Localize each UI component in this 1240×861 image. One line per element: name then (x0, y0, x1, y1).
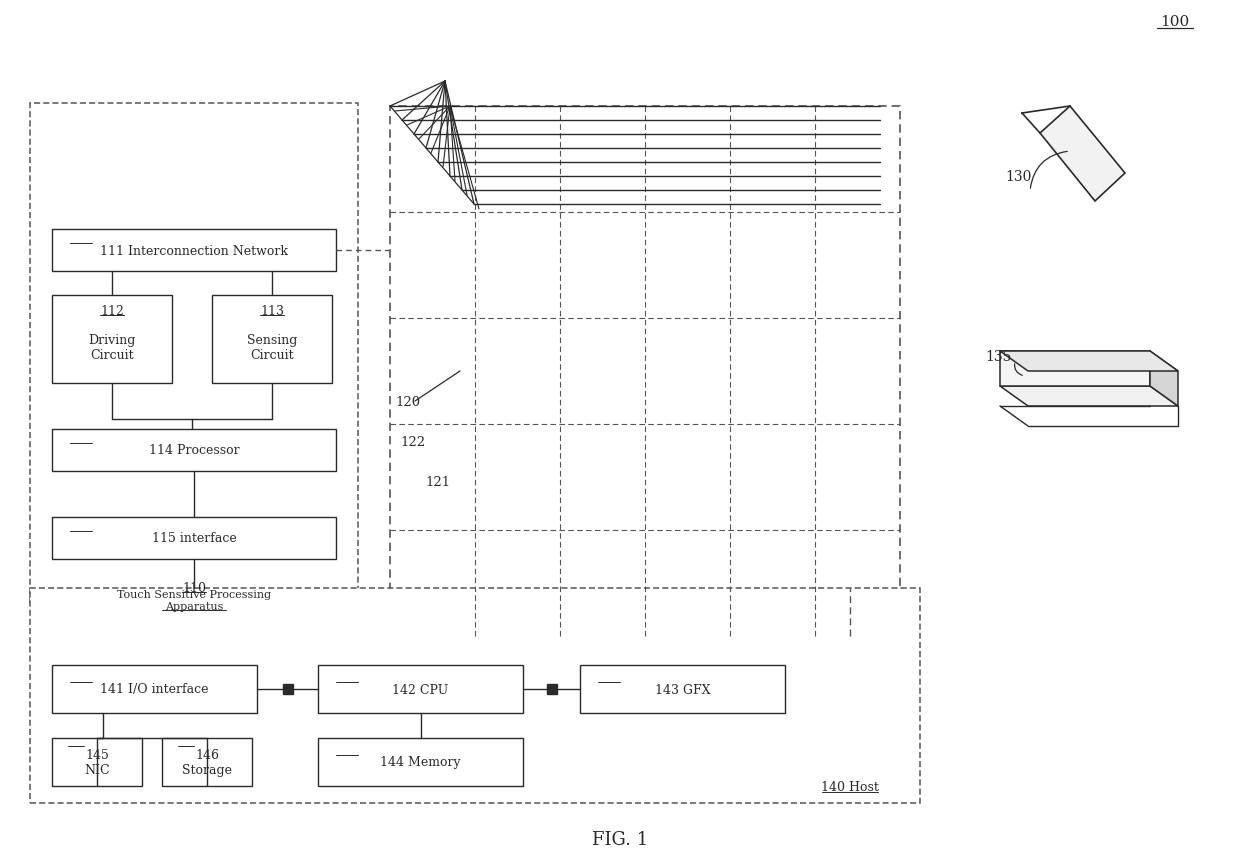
Text: 143 GFX: 143 GFX (655, 683, 711, 696)
Text: 100: 100 (1161, 15, 1189, 29)
Bar (283, 684, 293, 694)
Polygon shape (999, 387, 1178, 406)
Text: Apparatus: Apparatus (165, 601, 223, 611)
Text: 135: 135 (985, 350, 1012, 363)
Text: 142 CPU: 142 CPU (392, 683, 449, 696)
Bar (52, 230, 336, 272)
Polygon shape (999, 351, 1149, 387)
Bar (317, 666, 523, 713)
Text: 121: 121 (425, 475, 450, 488)
Text: 146
Storage: 146 Storage (182, 748, 232, 776)
Bar (391, 107, 900, 636)
Bar (30, 104, 358, 604)
Text: 111 Interconnection Network: 111 Interconnection Network (100, 245, 288, 257)
Text: 141 I/O interface: 141 I/O interface (100, 683, 208, 696)
Text: Sensing
Circuit: Sensing Circuit (247, 333, 298, 362)
Bar (30, 588, 920, 803)
Text: Driving
Circuit: Driving Circuit (88, 333, 135, 362)
Bar (580, 666, 785, 713)
Bar (547, 684, 557, 694)
Bar (162, 738, 252, 786)
Text: 120: 120 (396, 395, 420, 408)
Bar (52, 430, 336, 472)
Polygon shape (1040, 107, 1125, 201)
Bar (52, 295, 172, 383)
Text: 140 Host: 140 Host (821, 781, 879, 794)
Text: 112: 112 (100, 304, 124, 317)
Text: 110: 110 (182, 581, 206, 594)
Text: Touch Sensitive Processing: Touch Sensitive Processing (117, 589, 272, 599)
Text: 114 Processor: 114 Processor (149, 444, 239, 457)
Polygon shape (999, 351, 1178, 372)
Bar (317, 738, 523, 786)
Text: 145
NIC: 145 NIC (84, 748, 110, 776)
Text: 113: 113 (260, 304, 284, 317)
Bar (52, 666, 257, 713)
Text: 130: 130 (1004, 170, 1032, 183)
Polygon shape (1149, 351, 1178, 406)
Text: FIG. 1: FIG. 1 (591, 830, 649, 848)
Bar (52, 517, 336, 560)
Text: 122: 122 (401, 435, 425, 448)
Bar (52, 738, 143, 786)
Text: 144 Memory: 144 Memory (381, 756, 461, 769)
Text: 115 interface: 115 interface (151, 532, 237, 545)
Bar (212, 295, 332, 383)
